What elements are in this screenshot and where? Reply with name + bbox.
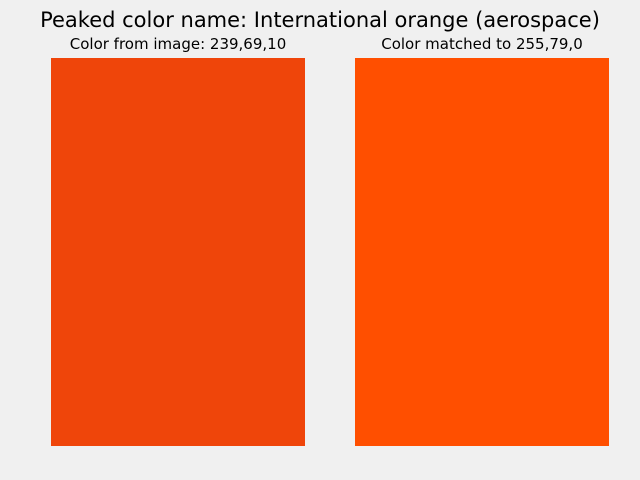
matched-color-title: Color matched to 255,79,0 xyxy=(381,35,583,53)
source-color-title: Color from image: 239,69,10 xyxy=(69,35,287,53)
matched-color-swatch xyxy=(355,58,609,446)
figure-title: Peaked color name: International orange … xyxy=(40,8,600,32)
source-color-swatch xyxy=(51,58,305,446)
